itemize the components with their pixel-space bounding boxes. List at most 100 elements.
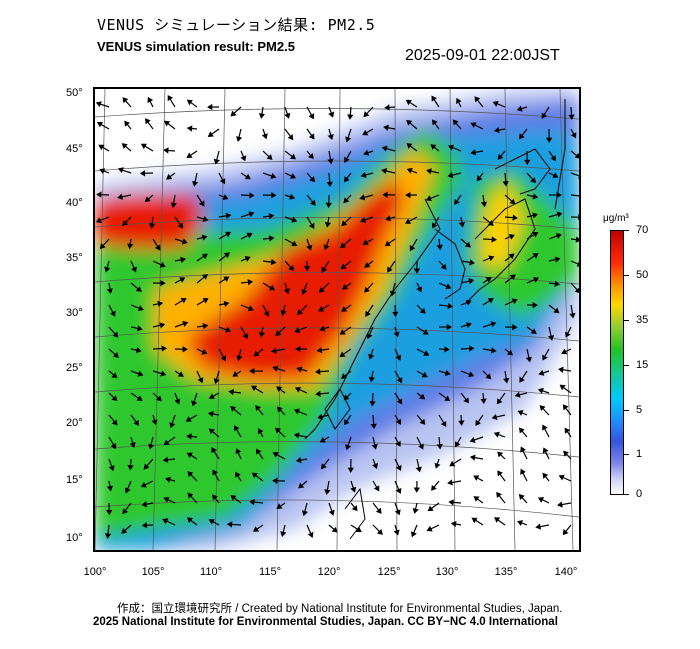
wind-arrow-head bbox=[144, 196, 151, 203]
wind-arrow-head bbox=[301, 288, 308, 296]
wind-arrow-head bbox=[339, 351, 346, 358]
wind-arrow-head bbox=[494, 517, 501, 523]
wind-arrow-head bbox=[232, 371, 239, 377]
wind-arrow-head bbox=[426, 525, 433, 532]
wind-arrow-head bbox=[224, 231, 232, 238]
wind-arrow-head bbox=[147, 96, 154, 104]
wind-arrow-head bbox=[404, 218, 412, 224]
wind-arrow-head bbox=[187, 492, 194, 499]
wind-arrow-head bbox=[562, 404, 569, 411]
wind-arrow-head bbox=[104, 266, 111, 273]
wind-arrow-head bbox=[376, 529, 383, 535]
wind-arrow-head bbox=[181, 238, 188, 245]
wind-arrow-head bbox=[160, 370, 167, 377]
wind-arrow-head bbox=[268, 284, 276, 291]
wind-arrow-head bbox=[454, 441, 461, 448]
colorbar-tick bbox=[624, 454, 629, 455]
wind-arrow-head bbox=[512, 324, 518, 331]
wind-arrow-head bbox=[117, 193, 123, 200]
wind-arrow-head bbox=[233, 425, 240, 432]
wind-arrow-head bbox=[185, 416, 192, 422]
latitude-label: 25° bbox=[66, 362, 83, 374]
wind-arrow-head bbox=[163, 496, 170, 503]
wind-arrow-head bbox=[362, 129, 369, 136]
colorbar-tick bbox=[624, 365, 629, 366]
wind-arrow-head bbox=[247, 305, 254, 312]
wind-arrow-head bbox=[318, 305, 325, 312]
wind-arrow-head bbox=[480, 398, 487, 405]
wind-arrow-head bbox=[339, 329, 346, 335]
wind-arrow-head bbox=[423, 350, 430, 356]
wind-arrow-head bbox=[541, 112, 548, 119]
colorbar bbox=[610, 230, 624, 495]
wind-arrow-head bbox=[268, 235, 275, 242]
wind-arrow-head bbox=[553, 307, 560, 314]
wind-arrow-head bbox=[395, 464, 402, 472]
wind-arrow-head bbox=[271, 347, 277, 354]
wind-arrow-head bbox=[225, 212, 232, 220]
wind-arrow-head bbox=[309, 176, 316, 183]
wind-arrow-head bbox=[436, 244, 443, 251]
wind-arrow-head bbox=[447, 172, 454, 179]
wind-arrow-head bbox=[169, 422, 176, 429]
wind-arrow-head bbox=[162, 456, 169, 463]
wind-arrow-head bbox=[464, 241, 471, 248]
wind-arrow-head bbox=[470, 149, 477, 156]
wind-arrow-head bbox=[202, 216, 209, 223]
latitude-label: 30° bbox=[66, 307, 83, 319]
wind-arrow-head bbox=[516, 520, 524, 527]
wind-arrow-head bbox=[473, 475, 480, 481]
wind-arrow-head bbox=[394, 509, 401, 516]
wind-arrow-head bbox=[509, 198, 516, 205]
wind-arrow-head bbox=[345, 444, 352, 451]
wind-arrow-head bbox=[347, 114, 354, 120]
wind-arrow-head bbox=[545, 137, 553, 143]
wind-arrow-head bbox=[208, 519, 215, 525]
wind-arrow-head bbox=[554, 280, 561, 287]
wind-arrow-head bbox=[412, 507, 419, 514]
wind-arrow-head bbox=[164, 120, 171, 127]
wind-arrow-head bbox=[425, 195, 432, 202]
wind-arrow-head bbox=[470, 122, 477, 128]
wind-arrow-head bbox=[508, 253, 515, 260]
wind-arrow-head bbox=[99, 168, 106, 175]
wind-arrow-head bbox=[503, 377, 510, 384]
wind-arrow-head bbox=[249, 367, 255, 375]
wind-arrow-head bbox=[520, 468, 526, 475]
wind-arrow-head bbox=[431, 484, 437, 491]
wind-vectors bbox=[95, 95, 579, 539]
credit-line-2: 2025 National Institute for Environmenta… bbox=[93, 616, 558, 628]
wind-arrow-head bbox=[454, 198, 460, 206]
wind-arrow-head bbox=[141, 522, 148, 529]
wind-arrow-head bbox=[432, 119, 438, 126]
wind-arrow-head bbox=[137, 325, 143, 332]
wind-arrow-head bbox=[289, 193, 296, 200]
wind-arrow-head bbox=[493, 126, 500, 134]
latitude-label: 50° bbox=[66, 87, 83, 99]
wind-arrow-head bbox=[121, 143, 128, 150]
wind-arrow-head bbox=[186, 517, 194, 524]
wind-arrow-head bbox=[415, 466, 422, 473]
wind-arrow-head bbox=[444, 346, 450, 353]
wind-arrow-head bbox=[284, 112, 291, 119]
wind-arrow-head bbox=[480, 201, 488, 208]
wind-arrow-head bbox=[542, 424, 548, 431]
wind-arrow-head bbox=[258, 113, 266, 119]
wind-arrow-head bbox=[167, 95, 174, 102]
wind-arrow-head bbox=[381, 167, 388, 175]
wind-arrow-head bbox=[516, 105, 523, 112]
wind-arrow-head bbox=[421, 371, 428, 378]
wind-arrow-head bbox=[117, 167, 124, 174]
colorbar-tick bbox=[624, 320, 629, 321]
wind-arrow-head bbox=[419, 307, 426, 314]
wind-arrow-head bbox=[496, 398, 503, 405]
wind-arrow-head bbox=[395, 440, 401, 447]
wind-arrow-head bbox=[174, 398, 181, 405]
wind-arrow-head bbox=[574, 287, 579, 294]
wind-arrow-head bbox=[382, 191, 388, 198]
wind-arrow-head bbox=[538, 369, 545, 376]
wind-arrow-head bbox=[275, 427, 282, 434]
wind-arrow-head bbox=[255, 404, 262, 412]
wind-arrow-head bbox=[558, 474, 565, 481]
longitude-label: 140° bbox=[554, 566, 578, 578]
